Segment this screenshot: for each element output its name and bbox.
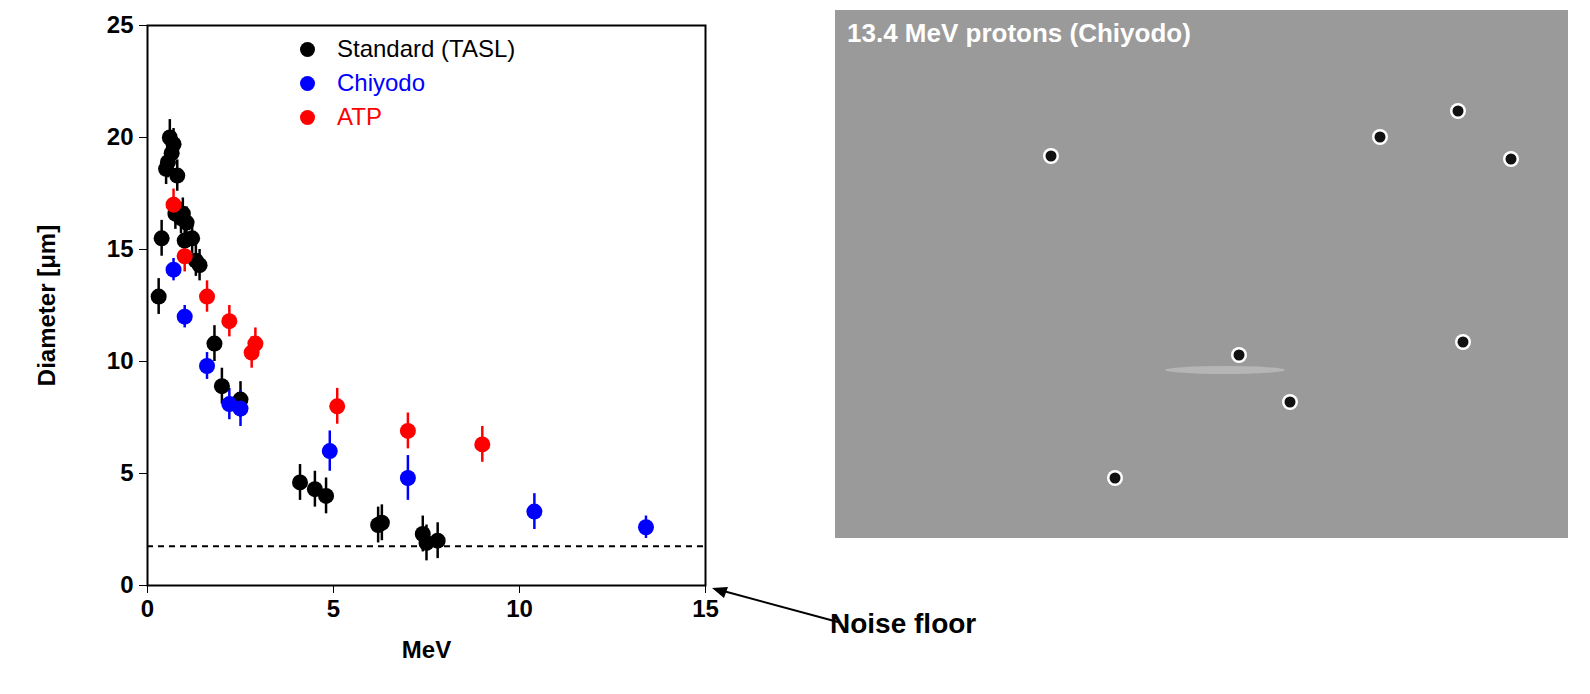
svg-text:0: 0 <box>141 595 154 622</box>
svg-text:MeV: MeV <box>402 636 451 663</box>
html-text:Noise floor: Noise floor <box>830 608 977 639</box>
svg-text:5: 5 <box>120 459 133 486</box>
html-text:13.4 MeV protons (Chiyodo): 13.4 MeV protons (Chiyodo) <box>847 18 1191 48</box>
svg-text:25: 25 <box>107 11 134 38</box>
svg-text:0: 0 <box>120 571 133 598</box>
svg-text:15: 15 <box>107 235 134 262</box>
svg-text:15: 15 <box>692 595 719 622</box>
svg-text:10: 10 <box>107 347 134 374</box>
html-text:Chiyodo: Chiyodo <box>337 69 426 96</box>
svg-text:20: 20 <box>107 123 134 150</box>
html-text:ATP: ATP <box>337 103 382 130</box>
svg-text:5: 5 <box>327 595 340 622</box>
svg-text:Diameter [μm]: Diameter [μm] <box>33 225 60 386</box>
svg-text:10: 10 <box>506 595 533 622</box>
html-text:Standard (TASL): Standard (TASL) <box>337 35 516 62</box>
